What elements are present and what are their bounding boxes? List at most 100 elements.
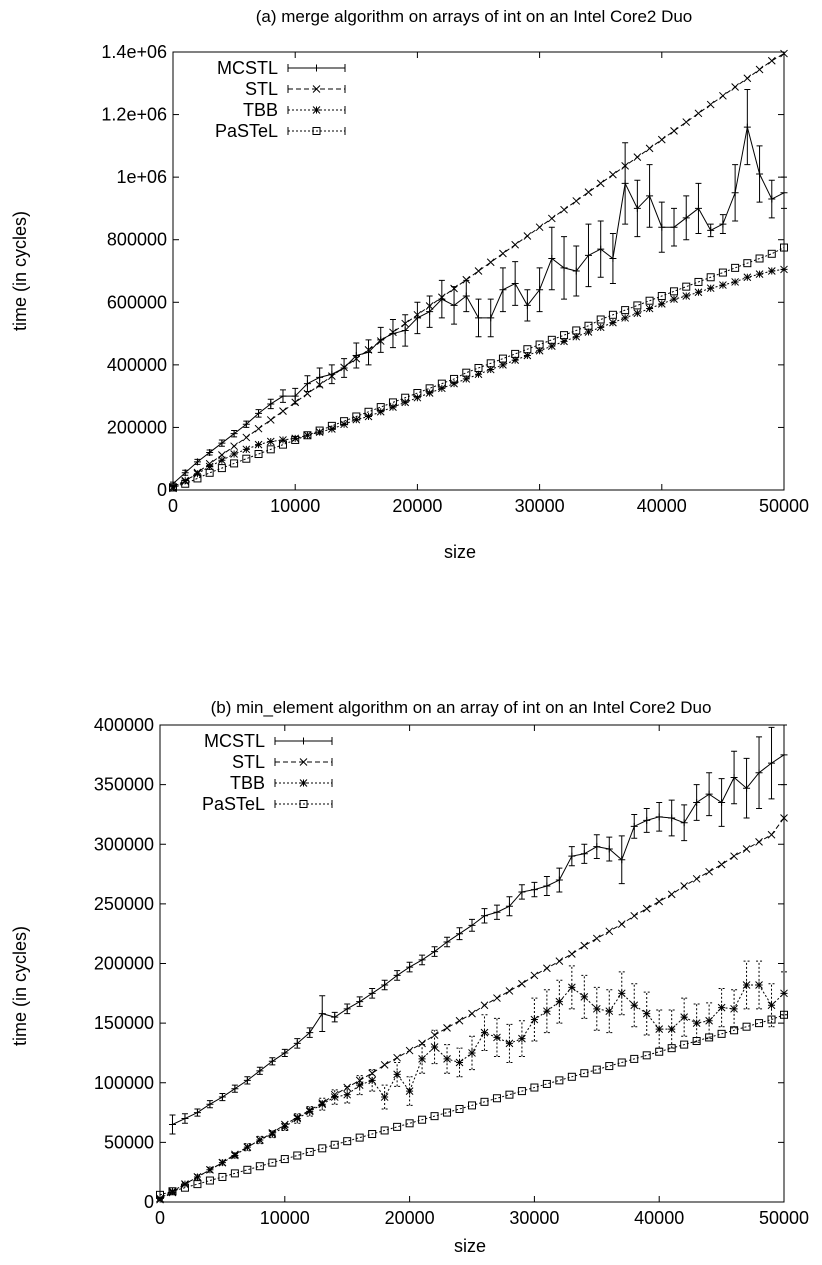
data-point <box>468 1009 476 1018</box>
data-point <box>580 993 589 1001</box>
data-point <box>731 263 740 272</box>
data-point <box>767 830 776 839</box>
data-point <box>682 214 690 222</box>
y-tick-label: 400000 <box>94 715 154 735</box>
data-point <box>743 259 752 268</box>
data-point <box>518 888 526 896</box>
legend-cap <box>274 779 333 787</box>
data-point <box>193 458 201 466</box>
data-point <box>743 123 751 131</box>
legend-marker <box>299 800 308 808</box>
chart-title: (a) merge algorithm on arrays of int on … <box>256 7 693 26</box>
data-point <box>480 1097 489 1106</box>
data-point <box>780 49 788 58</box>
data-point <box>330 1140 339 1149</box>
data-point <box>642 1009 651 1018</box>
data-point <box>518 1034 526 1043</box>
legend-label: PaSTeL <box>215 121 278 141</box>
data-point <box>480 1028 489 1037</box>
data-point <box>230 459 239 468</box>
data-point <box>318 1144 327 1153</box>
data-point <box>670 126 678 135</box>
data-point <box>268 1158 277 1167</box>
data-point <box>243 1076 251 1084</box>
data-point <box>242 433 251 442</box>
data-point <box>505 987 514 995</box>
data-point <box>352 354 361 363</box>
data-point <box>268 1057 276 1065</box>
data-point <box>169 483 177 492</box>
data-point <box>511 349 520 358</box>
data-point <box>719 220 727 228</box>
data-point <box>413 314 421 322</box>
data-point <box>480 912 488 920</box>
data-point <box>266 416 275 424</box>
data-point <box>450 284 458 293</box>
data-point <box>193 1173 202 1181</box>
data-point <box>572 332 581 341</box>
data-point <box>768 759 776 767</box>
data-point <box>231 1085 239 1093</box>
data-point <box>443 1055 451 1063</box>
data-point <box>327 421 336 430</box>
data-point <box>567 983 576 992</box>
data-point <box>376 337 385 345</box>
data-point <box>474 370 483 379</box>
data-point <box>580 1069 589 1078</box>
data-point <box>293 1151 302 1160</box>
data-point <box>705 790 713 798</box>
data-point <box>255 409 263 417</box>
chart-a-merge: (a) merge algorithm on arrays of int on … <box>10 7 809 562</box>
data-point <box>780 189 788 197</box>
data-point <box>547 335 556 344</box>
data-point <box>455 1104 464 1113</box>
data-point <box>393 1122 402 1131</box>
data-point <box>406 963 414 971</box>
data-point <box>742 981 751 989</box>
data-point <box>425 389 434 397</box>
data-point <box>535 223 544 232</box>
data-point <box>693 799 701 807</box>
y-tick-label: 100000 <box>94 1073 154 1093</box>
data-point <box>218 439 226 447</box>
data-point <box>767 249 776 258</box>
data-point <box>755 65 764 74</box>
data-point <box>291 435 300 444</box>
data-point <box>303 389 312 398</box>
y-tick-label: 150000 <box>94 1013 154 1033</box>
data-point <box>523 345 532 354</box>
data-point <box>523 351 532 360</box>
data-point <box>305 1147 314 1156</box>
x-tick-label: 30000 <box>515 496 565 516</box>
data-point <box>719 91 727 100</box>
data-point <box>430 1112 439 1121</box>
series-pastel <box>169 243 788 492</box>
data-point <box>694 277 703 286</box>
data-point <box>694 288 703 297</box>
data-point <box>572 267 580 275</box>
data-point <box>486 359 495 368</box>
error-bar <box>331 1089 338 1105</box>
data-point <box>306 1029 314 1037</box>
data-point <box>218 456 226 465</box>
data-point <box>682 118 691 126</box>
data-point <box>584 251 592 259</box>
data-point <box>667 1025 676 1033</box>
error-bar <box>406 1076 413 1106</box>
data-point <box>316 373 324 381</box>
x-tick-label: 10000 <box>270 496 320 516</box>
data-point <box>560 264 568 272</box>
plot-area: 0 10000 20000 30000 40000 50000 0 50000 100000 15… <box>94 715 809 1228</box>
data-point <box>462 292 470 300</box>
x-tick-label: 40000 <box>637 496 687 516</box>
data-point <box>328 372 336 380</box>
legend-label: TBB <box>230 773 265 793</box>
data-point <box>156 1190 164 1199</box>
data-point <box>418 1039 426 1048</box>
data-point <box>431 948 439 956</box>
data-point <box>580 941 589 950</box>
data-point <box>692 1037 701 1046</box>
data-point <box>368 989 376 997</box>
data-point <box>597 245 605 253</box>
error-bar <box>743 960 750 1010</box>
